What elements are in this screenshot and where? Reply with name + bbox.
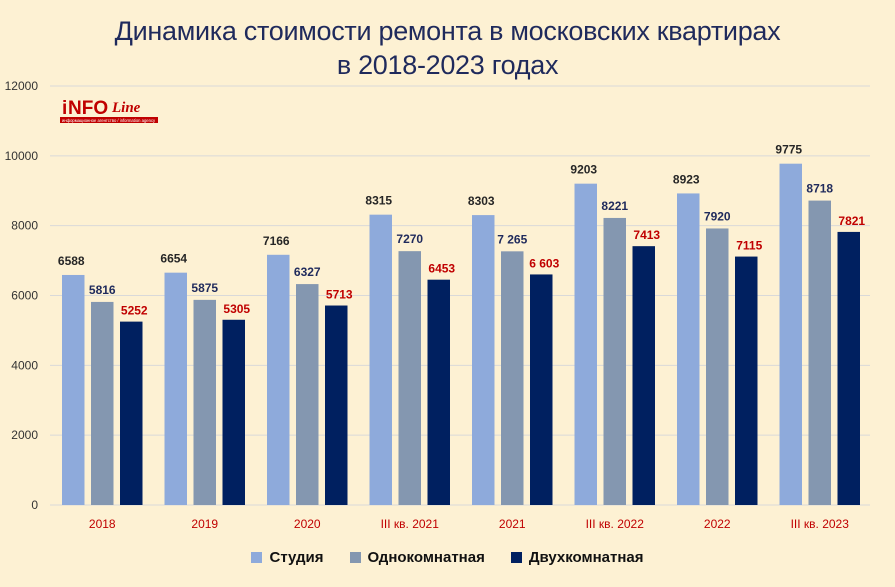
x-tick-label: III кв. 2021 <box>381 517 440 531</box>
svg-text:Line: Line <box>111 100 141 116</box>
chart-title: Динамика стоимости ремонта в московских … <box>0 14 895 82</box>
bar <box>808 200 831 505</box>
data-label: 7 265 <box>497 232 527 246</box>
svg-text:информационное агентство / inf: информационное агентство / information a… <box>62 118 156 123</box>
legend-swatch <box>251 552 263 563</box>
data-label: 7166 <box>263 234 290 248</box>
bar <box>398 251 421 505</box>
chart-title-line-2: в 2018-2023 годах <box>336 50 559 80</box>
chart-title-line-1: Динамика стоимости ремонта в московских … <box>114 16 781 46</box>
legend-label: Студия <box>269 549 324 566</box>
bar <box>62 274 85 505</box>
legend-swatch <box>510 552 522 563</box>
data-label: 5305 <box>223 302 250 316</box>
bar <box>501 251 524 505</box>
data-label: 5816 <box>89 283 116 297</box>
y-tick-label: 2000 <box>11 428 38 442</box>
data-label: 9775 <box>775 143 802 157</box>
bar <box>735 256 758 505</box>
bar <box>837 231 860 505</box>
data-label: 6 603 <box>529 256 559 270</box>
y-tick-label: 10000 <box>5 149 39 163</box>
bar <box>91 301 114 505</box>
y-tick-label: 4000 <box>11 358 38 372</box>
data-label: 7115 <box>736 239 762 253</box>
data-label: 8718 <box>806 182 833 196</box>
data-label: 6327 <box>294 265 321 279</box>
legend-label: Двухкомнатная <box>528 549 644 566</box>
data-label: 5875 <box>191 281 218 295</box>
legend: Студия Однокомнатная Двухкомнатная <box>0 549 895 566</box>
x-tick-label: III кв. 2023 <box>791 517 850 531</box>
data-label: 8303 <box>468 194 495 208</box>
svg-text:i: i <box>62 98 67 119</box>
x-tick-label: III кв. 2022 <box>586 517 645 531</box>
y-tick-label: 6000 <box>11 289 38 303</box>
bar <box>193 299 216 505</box>
x-tick-label: 2020 <box>294 517 321 531</box>
bar <box>296 284 319 505</box>
data-label: 8315 <box>365 194 392 208</box>
x-tick-label: 2022 <box>704 517 731 531</box>
bar <box>369 214 392 506</box>
bar <box>325 305 348 505</box>
legend-item: Студия <box>251 549 324 566</box>
data-label: 6654 <box>160 252 187 266</box>
x-tick-label: 2019 <box>191 517 218 531</box>
bar <box>120 321 143 505</box>
y-tick-label: 8000 <box>11 219 38 233</box>
bar <box>677 193 700 505</box>
x-tick-label: 2021 <box>499 517 526 531</box>
infoline-logo: i NFO Line информационное агентство / in… <box>60 98 158 123</box>
bar <box>530 274 553 505</box>
bar <box>779 163 802 506</box>
legend-item: Однокомнатная <box>349 549 485 566</box>
bar <box>267 254 290 505</box>
data-label: 7920 <box>704 209 731 223</box>
data-label: 9203 <box>570 163 597 177</box>
bar <box>574 183 597 505</box>
x-tick-label: 2018 <box>89 517 116 531</box>
data-label: 5713 <box>326 288 353 302</box>
y-tick-label: 0 <box>31 498 38 512</box>
bar <box>603 217 626 506</box>
bar <box>222 319 245 505</box>
bar <box>427 279 450 505</box>
data-label: 6453 <box>428 262 455 276</box>
data-label: 6588 <box>58 254 85 268</box>
data-label: 8923 <box>673 172 700 186</box>
bar <box>472 215 495 505</box>
bar <box>632 246 655 505</box>
bar <box>164 272 187 505</box>
bar <box>706 228 729 505</box>
legend-item: Двухкомнатная <box>510 549 644 566</box>
data-label: 5252 <box>121 304 148 318</box>
legend-swatch <box>349 552 361 563</box>
svg-text:NFO: NFO <box>68 98 108 119</box>
data-label: 7821 <box>838 214 865 228</box>
data-label: 7270 <box>396 232 423 246</box>
data-label: 7413 <box>633 228 660 242</box>
data-label: 8221 <box>601 199 628 213</box>
y-tick-label: 12000 <box>5 79 39 93</box>
legend-label: Однокомнатная <box>367 549 485 566</box>
